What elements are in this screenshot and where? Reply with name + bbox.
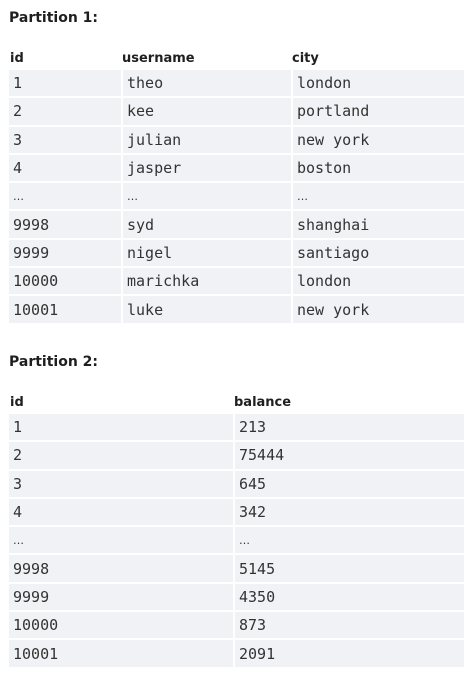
cell-username: theo bbox=[121, 68, 291, 97]
cell-city: boston bbox=[291, 152, 464, 182]
cell-username: marichka bbox=[121, 266, 291, 295]
cell-balance: 2091 bbox=[233, 638, 464, 667]
table-row-ellipsis: … … … bbox=[9, 181, 464, 210]
table-row: 3 julian new york bbox=[9, 124, 464, 153]
cell-city: new york bbox=[291, 294, 464, 323]
cell-balance: 4350 bbox=[233, 581, 464, 611]
table-row: 3 645 bbox=[9, 468, 464, 497]
cell-id: 10000 bbox=[9, 610, 233, 639]
cell-city: … bbox=[291, 181, 464, 210]
partition-1-section: Partition 1: id username city 1 theo lon… bbox=[9, 8, 464, 323]
partition-1-table: id username city 1 theo london 2 kee por… bbox=[9, 50, 464, 323]
table-header-row: id balance bbox=[9, 394, 464, 412]
cell-id: 10000 bbox=[9, 266, 121, 295]
cell-balance: 75444 bbox=[233, 440, 464, 469]
cell-city: london bbox=[291, 266, 464, 295]
cell-city: new york bbox=[291, 124, 464, 153]
cell-balance: … bbox=[233, 525, 464, 554]
cell-id: 4 bbox=[9, 152, 121, 182]
cell-city: london bbox=[291, 68, 464, 97]
partition-1-title: Partition 1: bbox=[9, 10, 99, 26]
cell-username: kee bbox=[121, 96, 291, 125]
table-row: 4 342 bbox=[9, 496, 464, 526]
table-row: 4 jasper boston bbox=[9, 152, 464, 182]
table-row: 9998 syd shanghai bbox=[9, 209, 464, 238]
table-row: 10000 marichka london bbox=[9, 266, 464, 295]
cell-username: nigel bbox=[121, 237, 291, 267]
cell-id: 2 bbox=[9, 96, 121, 125]
table-header-row: id username city bbox=[9, 50, 464, 68]
column-header-city: city bbox=[292, 51, 319, 66]
cell-city: portland bbox=[291, 96, 464, 125]
table-row: 9999 nigel santiago bbox=[9, 237, 464, 267]
cell-id: 10001 bbox=[9, 638, 233, 667]
cell-balance: 213 bbox=[233, 412, 464, 441]
cell-id: 2 bbox=[9, 440, 233, 469]
cell-username: julian bbox=[121, 124, 291, 153]
table-row: 2 75444 bbox=[9, 440, 464, 469]
cell-id: 9998 bbox=[9, 209, 121, 238]
cell-balance: 873 bbox=[233, 610, 464, 639]
partition-2-section: Partition 2: id balance 1 213 2 75444 3 … bbox=[9, 352, 464, 667]
cell-city: santiago bbox=[291, 237, 464, 267]
cell-id: 1 bbox=[9, 412, 233, 441]
cell-username: jasper bbox=[121, 152, 291, 182]
partition-2-table: id balance 1 213 2 75444 3 645 4 342 … bbox=[9, 394, 464, 667]
table-row: 1 213 bbox=[9, 412, 464, 441]
table-row: 10000 873 bbox=[9, 610, 464, 639]
cell-id: … bbox=[9, 181, 121, 210]
column-header-balance: balance bbox=[234, 395, 292, 410]
table-row: 2 kee portland bbox=[9, 96, 464, 125]
cell-city: shanghai bbox=[291, 209, 464, 238]
cell-balance: 5145 bbox=[233, 553, 464, 582]
cell-username: syd bbox=[121, 209, 291, 238]
cell-id: 9999 bbox=[9, 237, 121, 267]
column-header-id: id bbox=[10, 395, 24, 410]
table-row-ellipsis: … … bbox=[9, 525, 464, 554]
cell-id: 3 bbox=[9, 124, 121, 153]
column-header-id: id bbox=[10, 51, 24, 66]
cell-id: … bbox=[9, 525, 233, 554]
cell-id: 10001 bbox=[9, 294, 121, 323]
cell-id: 9998 bbox=[9, 553, 233, 582]
cell-balance: 645 bbox=[233, 468, 464, 497]
column-header-username: username bbox=[122, 51, 195, 66]
cell-id: 9999 bbox=[9, 581, 233, 611]
cell-username: luke bbox=[121, 294, 291, 323]
cell-username: … bbox=[121, 181, 291, 210]
cell-balance: 342 bbox=[233, 496, 464, 526]
table-row: 9999 4350 bbox=[9, 581, 464, 611]
table-row: 9998 5145 bbox=[9, 553, 464, 582]
table-row: 1 theo london bbox=[9, 68, 464, 97]
table-row: 10001 2091 bbox=[9, 638, 464, 667]
partition-2-title: Partition 2: bbox=[9, 354, 99, 370]
table-row: 10001 luke new york bbox=[9, 294, 464, 323]
cell-id: 4 bbox=[9, 496, 233, 526]
cell-id: 1 bbox=[9, 68, 121, 97]
cell-id: 3 bbox=[9, 468, 233, 497]
